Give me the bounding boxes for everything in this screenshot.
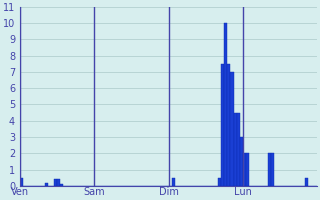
Bar	[237, 113, 240, 186]
Bar	[54, 179, 57, 186]
Bar	[240, 137, 243, 186]
Bar	[305, 178, 308, 186]
Bar	[57, 179, 60, 186]
Bar	[218, 178, 221, 186]
Bar	[172, 178, 175, 186]
Bar	[20, 178, 23, 186]
Bar	[243, 153, 246, 186]
Bar	[60, 184, 63, 186]
Bar	[45, 183, 48, 186]
Bar	[224, 23, 228, 186]
Bar	[228, 64, 230, 186]
Bar	[230, 72, 234, 186]
Bar	[221, 64, 224, 186]
Bar	[246, 153, 249, 186]
Bar	[271, 153, 274, 186]
Bar	[268, 153, 271, 186]
Bar	[234, 113, 237, 186]
